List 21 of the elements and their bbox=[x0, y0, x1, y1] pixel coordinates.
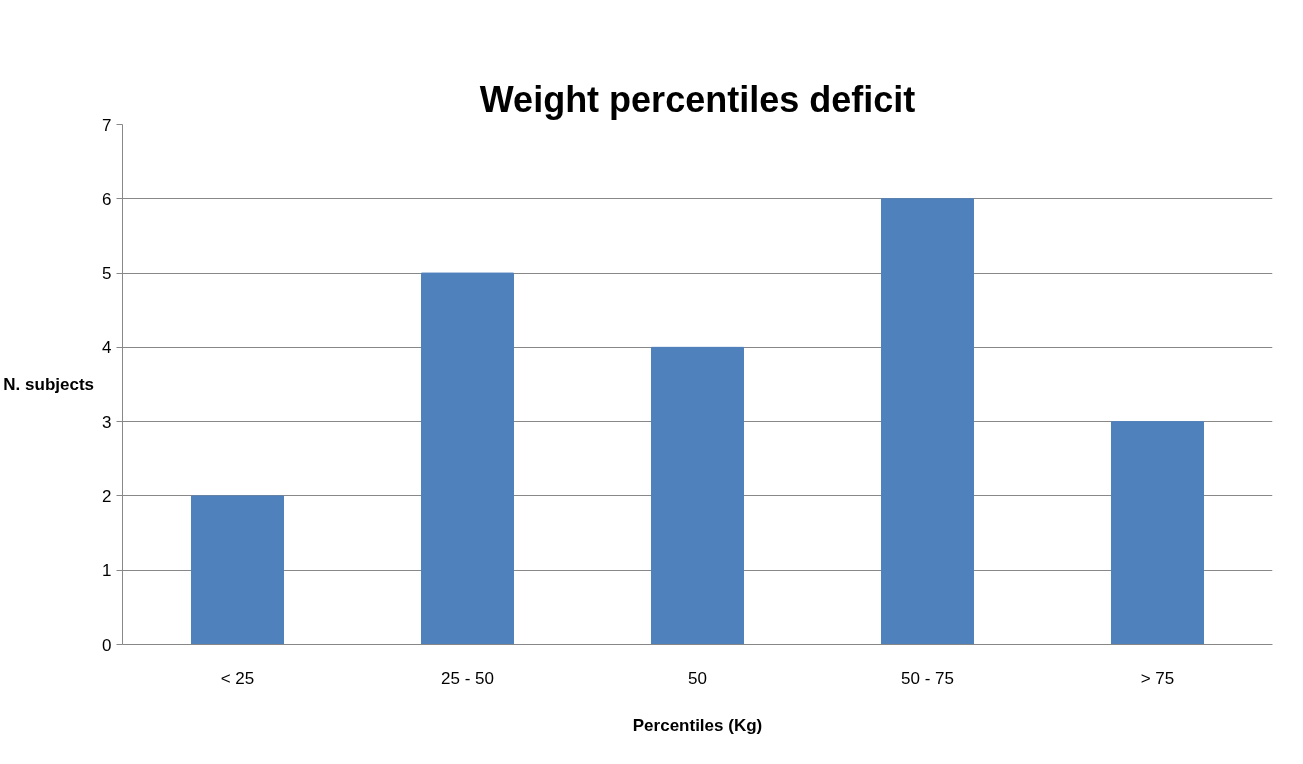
x-tick-label: < 25 bbox=[220, 668, 255, 688]
x-axis-title: Percentiles (Kg) bbox=[632, 715, 763, 735]
y-tick-label: 0 bbox=[102, 635, 112, 655]
x-tick-label: 25 - 50 bbox=[441, 668, 494, 688]
y-tick-label: 6 bbox=[102, 189, 112, 209]
y-axis-title: N. subjects bbox=[3, 375, 95, 394]
y-tick-label: 4 bbox=[102, 338, 112, 358]
y-tick-label: 2 bbox=[102, 486, 112, 506]
x-tick-label: 50 - 75 bbox=[901, 668, 954, 688]
x-tick-label: > 75 bbox=[1140, 668, 1175, 688]
x-tick-label: 50 bbox=[688, 668, 707, 688]
bar bbox=[191, 495, 284, 645]
bar bbox=[881, 198, 974, 645]
chart-title: Weight percentiles deficit bbox=[479, 78, 916, 120]
y-tick-label: 3 bbox=[102, 412, 112, 432]
bar bbox=[1111, 421, 1204, 645]
y-tick-label: 5 bbox=[102, 264, 112, 284]
bar bbox=[421, 272, 514, 645]
bar bbox=[651, 346, 744, 645]
y-tick-label: 7 bbox=[102, 115, 112, 135]
y-tick-label: 1 bbox=[102, 561, 112, 581]
